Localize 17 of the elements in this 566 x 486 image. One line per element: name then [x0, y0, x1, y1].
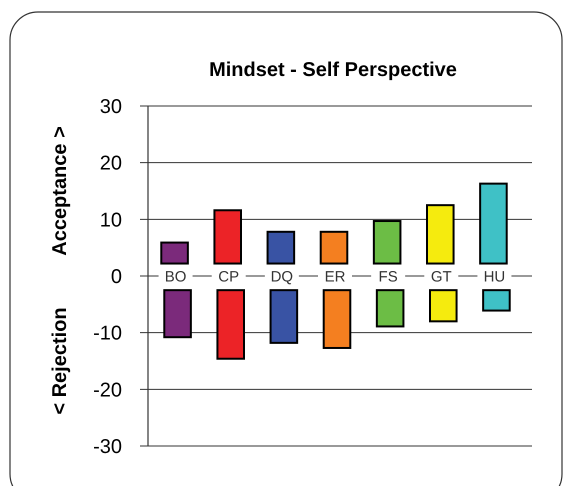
x-tick-label: FS	[378, 268, 398, 286]
y-tick-label: 30	[100, 96, 122, 118]
text: < Rejection	[49, 307, 71, 415]
y-tick-label: 0	[110, 266, 122, 288]
x-tick-label: HU	[484, 268, 506, 286]
x-tick-label: GT	[430, 268, 452, 286]
y-tick-label: -20	[93, 379, 122, 402]
y-tick-label: -30	[93, 436, 122, 458]
y-tick-label: 20	[100, 152, 122, 175]
y-tick-label: -10	[93, 322, 122, 345]
x-tick-label: ER	[324, 268, 346, 286]
y-axis-title: Acceptance >	[49, 126, 71, 256]
x-tick-label: BO	[164, 268, 186, 286]
x-tick-label: CP	[218, 268, 240, 286]
x-tick-label: DQ	[270, 268, 294, 286]
chart-title: Mindset - Self Perspective	[209, 59, 457, 81]
y-tick-label: 10	[100, 209, 122, 232]
